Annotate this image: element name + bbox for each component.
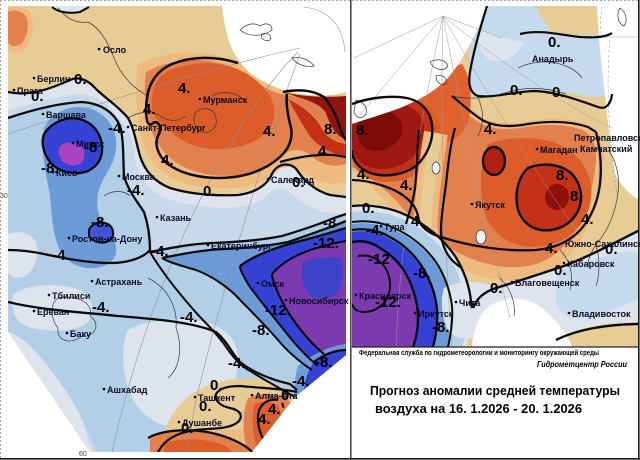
- svg-text:0.: 0.: [548, 34, 561, 51]
- svg-text:-4.: -4.: [108, 120, 126, 137]
- svg-text:Федеральная служба по гидромет: Федеральная служба по гидрометеорологии …: [359, 349, 599, 357]
- svg-text:-4.: -4.: [92, 299, 110, 316]
- svg-text:4.: 4.: [484, 121, 497, 138]
- svg-text:-8.: -8.: [413, 265, 431, 282]
- svg-text:-4.: -4.: [52, 247, 70, 264]
- svg-text:-8.: -8.: [41, 160, 59, 177]
- svg-text:Новосибирск: Новосибирск: [289, 296, 349, 306]
- svg-text:0.: 0.: [203, 183, 216, 200]
- svg-text:Анадырь: Анадырь: [532, 54, 574, 64]
- svg-text:Осло: Осло: [103, 45, 127, 55]
- svg-text:Мурманск: Мурманск: [203, 95, 248, 105]
- svg-text:-4.: -4.: [292, 373, 310, 390]
- svg-text:Чита: Чита: [459, 298, 481, 308]
- svg-text:30: 30: [0, 193, 8, 200]
- svg-text:Баку: Баку: [70, 329, 91, 339]
- svg-text:Хабаровск: Хабаровск: [567, 259, 615, 269]
- svg-text:Астрахань: Астрахань: [95, 277, 143, 287]
- svg-text:-8.: -8.: [91, 214, 109, 231]
- svg-text:-8.: -8.: [315, 354, 333, 371]
- svg-text:0.: 0.: [552, 84, 565, 101]
- svg-text:0.: 0.: [605, 241, 618, 258]
- svg-text:Владивосток: Владивосток: [572, 309, 631, 319]
- svg-text:Благовещенск: Благовещенск: [515, 278, 580, 288]
- svg-text:Якутск: Якутск: [475, 200, 505, 210]
- svg-text:0.: 0.: [74, 71, 87, 88]
- svg-text:Минск: Минск: [76, 139, 104, 149]
- svg-text:Москва: Москва: [122, 172, 156, 182]
- svg-text:4.: 4.: [268, 401, 281, 418]
- svg-text:8.: 8.: [556, 167, 569, 184]
- svg-text:4.: 4.: [318, 143, 331, 160]
- svg-text:Киев: Киев: [56, 168, 78, 178]
- svg-text:4.: 4.: [143, 101, 156, 118]
- svg-text:Варшава: Варшава: [46, 110, 87, 120]
- svg-text:Иркутск: Иркутск: [418, 309, 454, 319]
- svg-text:Салехард: Салехард: [271, 175, 314, 185]
- svg-text:Гидрометцентр России: Гидрометцентр России: [537, 359, 628, 369]
- svg-text:Камчатский: Камчатский: [580, 144, 632, 154]
- svg-text:Душанбе: Душанбе: [182, 418, 222, 428]
- svg-text:4.: 4.: [545, 240, 558, 257]
- svg-text:-8.: -8.: [252, 322, 270, 339]
- svg-text:Алма-Ата: Алма-Ата: [255, 391, 299, 401]
- svg-text:Омск: Омск: [261, 279, 285, 289]
- svg-text:4.: 4.: [161, 152, 174, 169]
- svg-text:-8: -8: [84, 139, 97, 156]
- svg-text:4.: 4.: [581, 211, 594, 228]
- svg-text:-12.: -12.: [375, 294, 401, 311]
- svg-text:Южно-Сахалинск: Южно-Сахалинск: [565, 239, 640, 249]
- svg-text:воздуха на 16. 1.2026 - 20.: воздуха на 16. 1.2026 - 20. 1.2026: [375, 401, 582, 416]
- svg-text:Прага: Прага: [17, 86, 44, 96]
- svg-text:60: 60: [79, 451, 87, 458]
- svg-text:Екатеринбург: Екатеринбург: [211, 241, 272, 251]
- svg-text:0.: 0.: [31, 88, 44, 105]
- svg-text:-8: -8: [323, 215, 336, 232]
- svg-text:0.: 0.: [362, 200, 375, 217]
- svg-text:-4.: -4.: [366, 222, 384, 239]
- svg-text:Берлин: Берлин: [37, 74, 70, 84]
- svg-text:Ташкент: Ташкент: [198, 393, 236, 403]
- svg-text:0: 0: [281, 387, 289, 404]
- svg-text:Красноярск: Красноярск: [359, 291, 412, 301]
- svg-text:-12.: -12.: [313, 235, 339, 252]
- svg-text:4.: 4.: [357, 166, 370, 183]
- svg-text:Казань: Казань: [160, 213, 192, 223]
- svg-text:Тбилиси: Тбилиси: [52, 291, 90, 301]
- svg-text:8.: 8.: [570, 188, 583, 205]
- svg-text:0.: 0.: [181, 420, 194, 437]
- svg-text:8.: 8.: [356, 122, 369, 139]
- svg-text:4.: 4.: [178, 80, 191, 97]
- svg-text:0.: 0.: [292, 174, 305, 191]
- svg-text:-12: -12: [368, 251, 390, 268]
- svg-text:4.: 4.: [263, 123, 276, 140]
- svg-text:-4.: -4.: [228, 355, 246, 372]
- svg-text:-4.: -4.: [180, 309, 198, 326]
- svg-text:4.: 4.: [258, 411, 271, 428]
- svg-text:0.: 0.: [510, 82, 523, 99]
- svg-text:0.: 0.: [490, 280, 503, 297]
- svg-text:Ростов-на-Дону: Ростов-на-Дону: [72, 234, 142, 244]
- svg-text:Тура: Тура: [384, 222, 406, 232]
- svg-text:Ереван: Ереван: [37, 307, 69, 317]
- svg-text:4.: 4.: [400, 177, 413, 194]
- svg-text:4.: 4.: [411, 213, 424, 230]
- svg-text:Ашхабад: Ашхабад: [107, 385, 148, 395]
- svg-text:Прогноз аномалии средней темпе: Прогноз аномалии средней температуры: [370, 383, 620, 398]
- svg-text:8.: 8.: [324, 121, 337, 138]
- svg-text:-4.: -4.: [127, 182, 145, 199]
- svg-text:-12.: -12.: [265, 302, 291, 319]
- svg-text:Петропавловск: Петропавловск: [574, 133, 640, 143]
- svg-text:-4.: -4.: [151, 243, 169, 260]
- svg-text:Магадан: Магадан: [540, 145, 578, 155]
- svg-text:0.: 0.: [554, 262, 567, 279]
- svg-text:-8.: -8.: [432, 319, 450, 336]
- svg-text:0.: 0.: [199, 398, 212, 415]
- svg-text:Санкт-Петербург: Санкт-Петербург: [131, 123, 206, 133]
- svg-text:0.: 0.: [210, 377, 223, 394]
